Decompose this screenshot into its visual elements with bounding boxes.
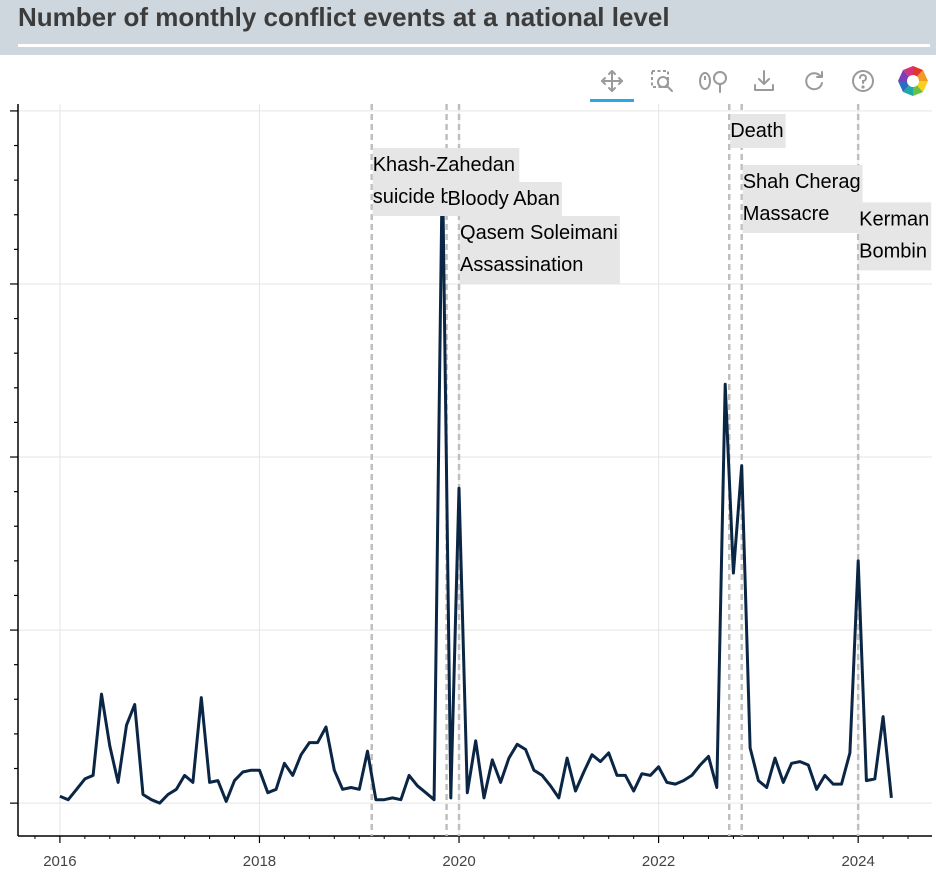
reset-icon: [805, 71, 823, 91]
event-label-background: [730, 114, 786, 148]
x-tick-label: 2020: [442, 853, 475, 870]
box-zoom-icon: [651, 70, 673, 92]
event-label: Death: [730, 114, 786, 148]
pan-tool[interactable]: [590, 62, 634, 102]
x-tick-label: 2022: [642, 853, 675, 870]
help-tool[interactable]: [843, 62, 883, 100]
event-label-text: Bombin: [859, 240, 927, 262]
wheel-zoom-icon: [699, 71, 727, 93]
x-tick-label: 2018: [243, 853, 276, 870]
event-label-background: [742, 165, 863, 233]
bokeh-logo-icon: [898, 66, 928, 96]
event-label-text: Kerman: [859, 208, 929, 230]
event-label-text: Death: [730, 120, 783, 142]
x-tick-label: 2016: [43, 853, 76, 870]
bokeh-logo[interactable]: [893, 62, 933, 100]
event-label-text: Assassination: [460, 254, 583, 276]
title-bar: Number of monthly conflict events at a n…: [0, 0, 936, 55]
event-label-text: Bloody Aban: [448, 188, 560, 210]
event-label-background: [460, 216, 620, 284]
event-label-text: Massacre: [743, 203, 830, 225]
event-label-text: Shah Cherag: [743, 171, 861, 193]
chart-toolbar: [588, 60, 936, 104]
reset-tool[interactable]: [794, 62, 834, 100]
title-underline: [18, 44, 930, 47]
pan-icon: [601, 70, 623, 92]
series-line: [59, 157, 893, 805]
help-icon: [852, 70, 874, 92]
event-label: Qasem Soleimani Assassination: [460, 216, 620, 284]
event-label: Kerman Bombin: [859, 202, 932, 271]
wheel-zoom-tool[interactable]: [694, 62, 734, 100]
box-zoom-tool[interactable]: [642, 62, 682, 100]
x-tick-label: 2024: [841, 853, 874, 870]
event-label-background: [447, 182, 562, 216]
event-label: Bloody Aban: [447, 182, 562, 216]
event-label-background: [859, 202, 932, 271]
page-title: Number of monthly conflict events at a n…: [18, 2, 670, 32]
event-label-text: Qasem Soleimani: [460, 222, 618, 244]
save-tool[interactable]: [744, 62, 784, 100]
save-icon: [754, 70, 774, 91]
event-label: Shah Cherag Massacre: [742, 165, 863, 233]
event-label-text: Khash-Zahedan: [373, 154, 515, 176]
